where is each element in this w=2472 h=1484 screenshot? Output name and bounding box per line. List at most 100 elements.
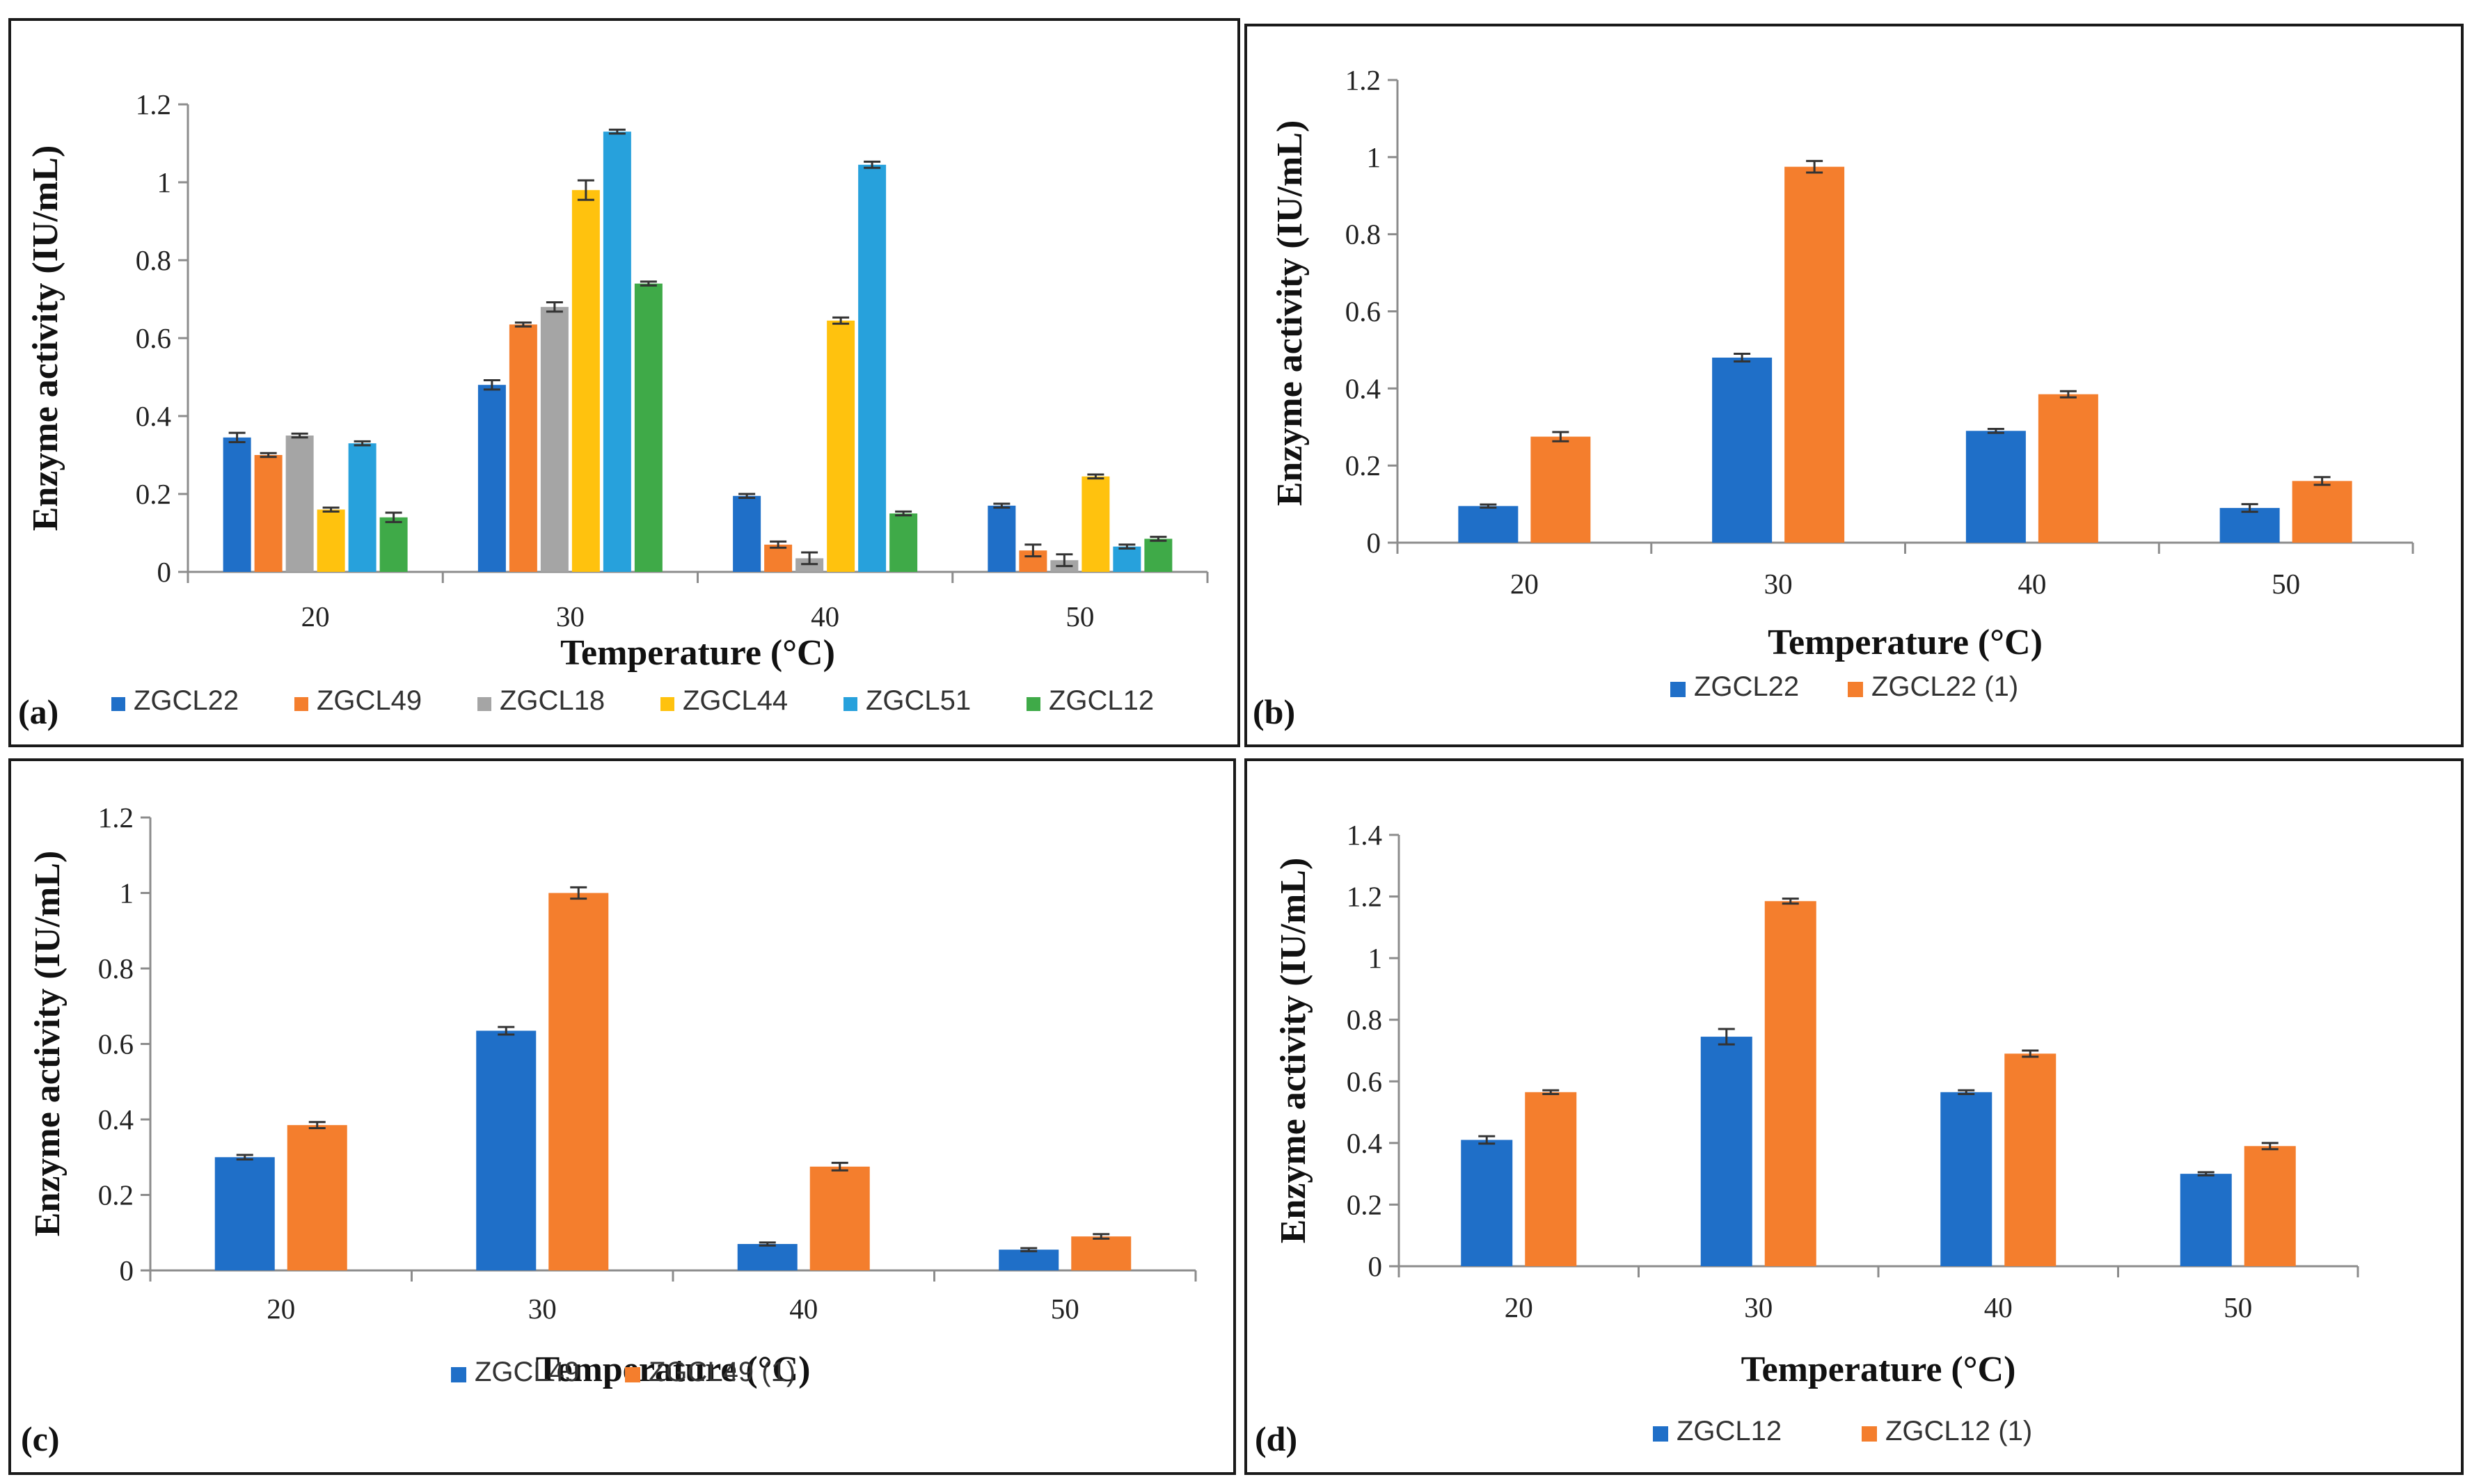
legend-swatch	[1862, 1426, 1877, 1442]
y-tick-label: 0	[1368, 1250, 1383, 1282]
legend-label: ZGCL49	[317, 685, 422, 716]
bar	[1700, 1037, 1752, 1266]
bar	[2244, 1146, 2296, 1266]
panel-c: 0 0.2 0.4 0.6 0.8 1 1.2 20 30 40 50 Temperature (°C…	[8, 758, 1236, 1475]
panel-frame	[1244, 24, 2464, 747]
bar	[1082, 476, 1110, 572]
y-tick-label: 0.8	[1345, 218, 1381, 250]
bar	[348, 443, 377, 572]
y-tick-label: 1.4	[1347, 819, 1382, 851]
bar	[254, 455, 283, 572]
panel-frame	[8, 18, 1240, 747]
legend-label: ZGCL22 (1)	[1871, 671, 2018, 702]
x-tick-label: 50	[2224, 1291, 2252, 1323]
y-tick-label: 0.6	[98, 1028, 134, 1060]
legend-swatch	[451, 1367, 466, 1382]
bar	[548, 893, 609, 1270]
y-tick-label: 0.4	[136, 400, 171, 432]
legend-label: ZGCL22	[134, 685, 239, 716]
legend-label: ZGCL44	[683, 685, 788, 716]
bar	[287, 1125, 347, 1270]
y-tick-label: 1.2	[1345, 64, 1381, 96]
bar	[1784, 166, 1845, 543]
panel-d: 0 0.2 0.4 0.6 0.8 1 1.2 1.4 20 30 40 50 Temperature …	[1244, 758, 2464, 1475]
y-tick-label: 1.2	[136, 88, 171, 120]
y-tick-label: 0.2	[1345, 449, 1381, 481]
bar	[2004, 1053, 2057, 1266]
bar	[1461, 1140, 1513, 1266]
panel-frame	[1244, 758, 2464, 1475]
x-axis-title: Temperature (°C)	[560, 633, 835, 673]
bar	[1071, 1236, 1132, 1270]
bar	[476, 1030, 537, 1270]
y-tick-label: 0.8	[98, 952, 134, 984]
y-tick-label: 1	[1368, 942, 1383, 974]
legend-label: ZGCL51	[866, 685, 971, 716]
y-tick-label: 0.6	[1345, 296, 1381, 328]
y-tick-label: 0.4	[98, 1103, 134, 1135]
bar	[1764, 901, 1816, 1266]
y-tick-label: 0.8	[136, 244, 171, 276]
bar	[571, 190, 600, 572]
bar	[477, 385, 506, 572]
bar	[827, 320, 855, 572]
y-tick-label: 1.2	[1347, 881, 1382, 913]
bar	[2038, 394, 2098, 543]
bar	[214, 1157, 275, 1270]
legend-swatch	[1848, 682, 1863, 697]
y-tick-label: 0	[1367, 527, 1381, 559]
bar	[1458, 506, 1519, 543]
y-tick-label: 0	[157, 556, 172, 588]
x-tick-label: 40	[2018, 568, 2046, 600]
bar	[317, 509, 345, 572]
bar	[1530, 436, 1591, 543]
x-tick-label: 30	[1764, 568, 1793, 600]
bar	[2180, 1174, 2232, 1266]
x-tick-label: 40	[811, 600, 839, 632]
panel-label: (b)	[1253, 692, 1295, 731]
legend-swatch	[843, 697, 857, 711]
bar	[764, 544, 793, 572]
bar	[1144, 538, 1173, 572]
x-tick-label: 30	[556, 600, 585, 632]
y-tick-label: 0.4	[1347, 1127, 1382, 1159]
y-axis-title: Enzyme activity (IU/mL)	[1270, 120, 1310, 506]
legend-label: ZGCL12 (1)	[1885, 1416, 2032, 1446]
y-axis-title: Enzyme activity (IU/mL)	[28, 851, 68, 1237]
panel-a: 0 0.2 0.4 0.6 0.8 1 1.2 20 30 40 50 Temperature (°C…	[8, 18, 1240, 747]
panel-b: 0 0.2 0.4 0.6 0.8 1 1.2 20 30 40 50 Temperature (°C…	[1244, 24, 2464, 747]
x-tick-label: 20	[267, 1293, 295, 1325]
x-axis-title: Temperature (°C)	[1741, 1350, 2016, 1389]
bar	[509, 324, 537, 572]
legend-swatch	[477, 697, 491, 711]
legend-swatch	[1670, 682, 1686, 697]
x-tick-label: 30	[1744, 1291, 1773, 1323]
y-tick-label: 0.6	[1347, 1065, 1382, 1097]
y-tick-label: 0.2	[136, 478, 171, 510]
y-tick-label: 0.2	[1347, 1188, 1382, 1220]
y-tick-label: 0.6	[136, 322, 171, 354]
bar	[999, 1250, 1059, 1270]
bar	[1965, 431, 2026, 543]
x-axis-title: Temperature (°C)	[536, 1350, 811, 1389]
bar	[1940, 1092, 1992, 1266]
bar	[540, 307, 569, 572]
x-tick-label: 20	[1510, 568, 1539, 600]
legend-label: ZGCL49	[475, 1357, 580, 1387]
y-tick-label: 1.2	[98, 801, 134, 833]
legend-swatch	[625, 1367, 640, 1382]
bar	[2219, 508, 2280, 543]
y-tick-label: 0.8	[1347, 1004, 1382, 1036]
panel-label: (d)	[1255, 1419, 1297, 1458]
bar	[737, 1244, 798, 1270]
x-tick-label: 50	[2272, 568, 2300, 600]
bar	[2292, 481, 2352, 543]
x-tick-label: 20	[1505, 1291, 1533, 1323]
bar	[809, 1166, 870, 1270]
panel-frame	[8, 758, 1236, 1475]
x-tick-label: 30	[528, 1293, 557, 1325]
y-tick-label: 0.4	[1345, 372, 1381, 404]
y-tick-label: 0	[120, 1254, 134, 1286]
bar	[603, 131, 631, 572]
